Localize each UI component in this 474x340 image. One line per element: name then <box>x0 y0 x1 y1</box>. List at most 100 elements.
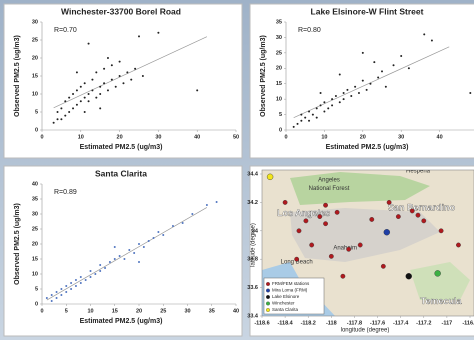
station <box>435 270 441 276</box>
x-axis-label: Estimated PM2.5 (ug/m3) <box>326 144 409 151</box>
point <box>339 73 341 75</box>
y-tick-label: 5 <box>279 112 282 118</box>
point <box>142 75 144 77</box>
y-axis-label: latitude (degree) <box>251 223 257 267</box>
point <box>111 64 113 66</box>
point <box>56 291 58 293</box>
point <box>358 92 360 94</box>
station <box>384 229 390 235</box>
annotation: R=0.80 <box>298 27 321 34</box>
point <box>60 107 62 109</box>
point <box>72 107 74 109</box>
y-tick-label: 30 <box>32 211 38 217</box>
legend-label: FRM/FEM stations <box>272 281 310 286</box>
y-tick-label: 25 <box>276 50 282 56</box>
point <box>65 285 67 287</box>
point <box>373 61 375 63</box>
y-tick-label: 0 <box>35 127 38 133</box>
point <box>366 89 368 91</box>
point <box>72 93 74 95</box>
point <box>327 107 329 109</box>
y-tick-label: 25 <box>32 37 38 43</box>
place-label: Anaheim <box>333 245 357 251</box>
point <box>64 115 66 117</box>
y-axis-label: Observed PM2.5 (ug/m3) <box>14 203 21 285</box>
x-tick-label: 30 <box>155 134 161 140</box>
point <box>115 86 117 88</box>
point <box>70 282 72 284</box>
point <box>80 100 82 102</box>
chart-title: Santa Clarita <box>95 168 147 178</box>
point <box>99 270 101 272</box>
point <box>99 264 101 266</box>
point <box>91 79 93 81</box>
place-label: Temecula <box>421 296 463 306</box>
x-tick-label: 10 <box>321 134 327 140</box>
y-tick-label: 30 <box>32 19 38 25</box>
station <box>381 264 385 268</box>
point <box>320 104 322 106</box>
x-tick-label: -118.6 <box>254 320 269 326</box>
y-tick-label: 20 <box>276 66 282 72</box>
station <box>335 210 339 214</box>
point <box>297 123 299 125</box>
y-axis-label: Observed PM2.5 (ug/m3) <box>14 35 21 117</box>
place-label: National Forest <box>309 186 350 192</box>
y-tick-label: 34.2 <box>247 200 258 206</box>
x-tick-label: 10 <box>78 134 84 140</box>
point <box>64 100 66 102</box>
point <box>143 246 145 248</box>
point <box>130 79 132 81</box>
point <box>84 82 86 84</box>
point <box>46 297 48 299</box>
station <box>422 219 426 223</box>
point <box>70 288 72 290</box>
x-tick-label: 10 <box>87 308 93 314</box>
point <box>408 67 410 69</box>
point <box>80 86 82 88</box>
point <box>109 261 111 263</box>
y-tick-label: 20 <box>32 241 38 247</box>
point <box>88 93 90 95</box>
point <box>369 83 371 85</box>
x-tick-label: 5 <box>65 308 68 314</box>
x-tick-label: 30 <box>398 134 404 140</box>
point <box>90 270 92 272</box>
figure: 01020304050051015202530Winchester-33700 … <box>0 0 474 340</box>
point <box>339 101 341 103</box>
point <box>84 111 86 113</box>
point <box>196 89 198 91</box>
station <box>439 229 443 233</box>
point <box>182 222 184 224</box>
x-tick-label: -118.2 <box>301 320 316 326</box>
point <box>312 114 314 116</box>
point <box>308 120 310 122</box>
x-tick-label: 0 <box>40 134 43 140</box>
station <box>370 217 374 221</box>
point <box>119 61 121 63</box>
x-tick-label: 40 <box>437 134 443 140</box>
x-tick-label: -117 <box>442 320 453 326</box>
point <box>335 95 337 97</box>
point <box>343 98 345 100</box>
x-tick-label: 35 <box>209 308 215 314</box>
point <box>469 92 471 94</box>
point <box>99 93 101 95</box>
y-tick-label: 20 <box>32 55 38 61</box>
point <box>293 126 295 128</box>
point <box>76 104 78 106</box>
point <box>316 107 318 109</box>
station <box>329 254 333 258</box>
x-tick-label: 30 <box>184 308 190 314</box>
annotation: R=0.89 <box>54 189 77 196</box>
x-tick-label: 20 <box>360 134 366 140</box>
x-tick-label: 0 <box>40 308 43 314</box>
annotation: R=0.70 <box>54 27 77 34</box>
point <box>157 32 159 34</box>
point <box>88 43 90 45</box>
x-tick-label: -117.4 <box>393 320 409 326</box>
station <box>318 214 322 218</box>
place-label: Los Angeles <box>277 208 330 218</box>
y-tick-label: 10 <box>32 271 38 277</box>
point <box>162 234 164 236</box>
